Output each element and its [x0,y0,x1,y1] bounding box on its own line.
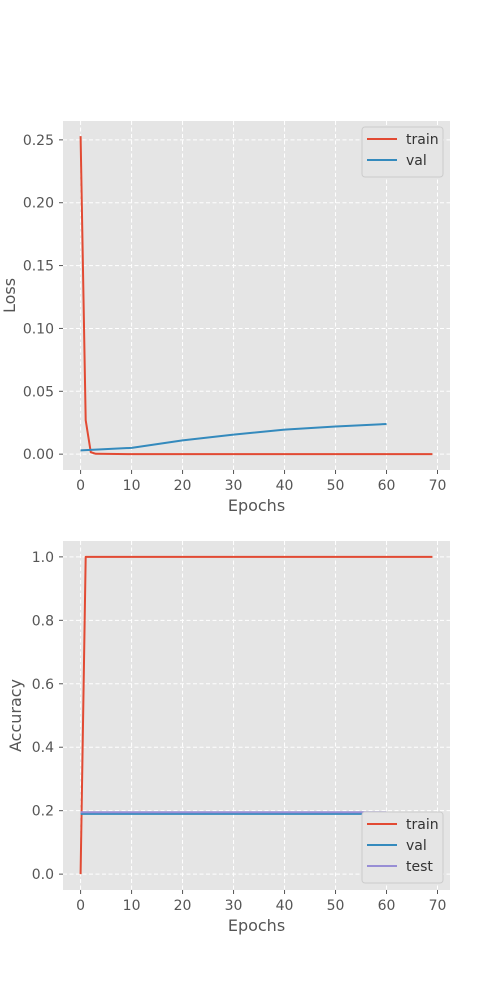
y-tick-label: 0.4 [32,740,54,756]
legend: train val [361,126,444,178]
x-tick-label: 10 [123,898,141,914]
legend-label-val: val [406,153,427,169]
y-tick-label: 0.00 [23,447,54,463]
y-tick-label: 1.0 [32,550,54,566]
x-tick-label: 20 [174,898,192,914]
x-tick-label: 60 [378,898,396,914]
x-tick-label: 0 [76,898,85,914]
legend-label-test: test [406,859,433,875]
legend-label-train: train [406,817,439,833]
legend-label-val: val [406,838,427,854]
y-tick-label: 0.25 [23,133,54,149]
x-tick-label: 70 [429,478,447,494]
x-axis-title: Epochs [228,916,285,935]
x-tick-label: 20 [174,478,192,494]
y-tick-label: 0.15 [23,259,54,275]
x-tick-label: 70 [429,898,447,914]
y-tick-label: 0.20 [23,196,54,212]
x-tick-label: 10 [123,478,141,494]
y-tick-label: 0.8 [32,613,54,629]
loss-chart: 0 10 20 30 40 50 60 70 0.00 0.05 0.10 0.15 0.20 0.25 E… [0,121,450,515]
x-tick-label: 60 [378,478,396,494]
legend-label-train: train [406,132,439,148]
y-tick-label: 0.2 [32,804,54,820]
x-tick-label: 40 [276,478,294,494]
series-line-train [79,136,433,456]
plot-area [63,121,450,470]
x-tick-label: 50 [327,898,345,914]
x-tick-label: 30 [225,898,243,914]
x-tick-label: 40 [276,898,294,914]
series-line-val [80,422,387,452]
x-tick-label: 30 [225,478,243,494]
y-axis-title: Accuracy [6,679,25,752]
x-tick-label: 50 [327,478,345,494]
y-axis-title: Loss [0,278,19,313]
legend: train val test [361,811,444,884]
y-tick-label: 0.10 [23,321,54,337]
accuracy-chart: 0 10 20 30 40 50 60 70 0.0 0.2 0.4 0.6 0.8 1.0 Epochs A… [6,541,450,935]
x-axis-title: Epochs [228,496,285,515]
series-line-train [79,555,433,875]
y-tick-label: 0.6 [32,677,54,693]
y-tick-label: 0.05 [23,384,54,400]
y-tick-label: 0.0 [32,867,54,883]
x-tick-label: 0 [76,478,85,494]
